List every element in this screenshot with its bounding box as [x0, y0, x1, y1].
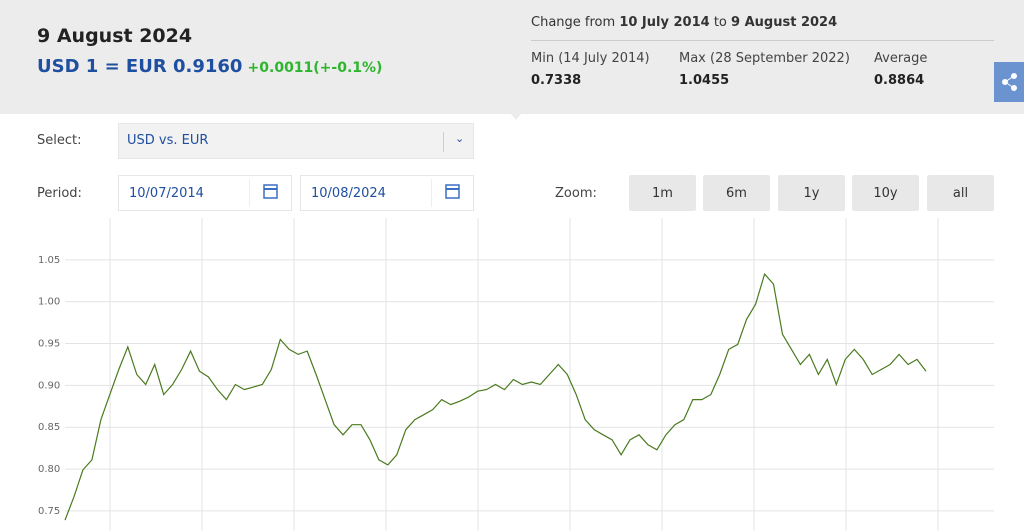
y-tick-label: 0.95 [38, 339, 60, 350]
zoom-button[interactable]: 10y [852, 175, 919, 211]
share-button[interactable] [994, 62, 1024, 102]
pointer [504, 106, 528, 120]
zoom-text: 10y [873, 185, 898, 201]
divider [531, 40, 994, 41]
stat-label: Min (14 July 2014) [531, 51, 650, 66]
zoom-text: all [952, 185, 969, 201]
chart: 0.75 0.80 0.85 0.90 0.95 1.00 1.05 [38, 218, 994, 531]
joiner: to [713, 15, 727, 30]
start-date-input[interactable]: 10/07/2014 [118, 175, 292, 211]
calendar-2[interactable] [431, 175, 475, 211]
end-date-input[interactable]: 10/08/2024 [300, 175, 474, 211]
select-label: Select: [37, 133, 82, 148]
zoom-button[interactable]: 1y [778, 175, 845, 211]
period-label: Period: [37, 186, 82, 201]
calendar-1[interactable] [249, 175, 293, 211]
zoom-label: Zoom: [555, 186, 597, 201]
currency-select[interactable]: USD vs. EUR ⌄ [118, 123, 474, 159]
price-line [64, 272, 927, 521]
share-icon [1002, 73, 1017, 91]
y-tick-label: 0.85 [38, 422, 60, 433]
stat-value: 0.8864 [874, 73, 925, 88]
stat-label: Max (28 September 2022) [679, 51, 850, 66]
range-text: Change from 10 July 2014 to 9 August 202… [531, 15, 837, 30]
rate-line: USD 1 = EUR 0.9160 +0.0011(+-0.1%) [37, 56, 382, 77]
zoom-button[interactable]: 6m [703, 175, 770, 211]
start: 10 July 2014 [619, 15, 710, 30]
separator [443, 132, 444, 152]
zoom-button[interactable]: 1m [629, 175, 696, 211]
date: 9 August 2024 [37, 25, 193, 47]
y-tick-label: 1.00 [38, 297, 60, 308]
stat-label: Average [874, 51, 928, 66]
chevron: ⌄ [455, 132, 465, 145]
zoom-text: 6m [726, 185, 747, 201]
prefix: Change from [531, 15, 616, 30]
start-date: 10/07/2014 [129, 186, 204, 201]
rate: USD 1 = EUR 0.9160 [37, 56, 243, 77]
y-tick-label: 1.05 [38, 255, 60, 266]
stat-value: 0.7338 [531, 73, 582, 88]
select-value: USD vs. EUR [127, 133, 209, 148]
zoom-button[interactable]: all [927, 175, 994, 211]
stat-value: 1.0455 [679, 73, 730, 88]
end-date: 10/08/2024 [311, 186, 386, 201]
y-tick-label: 0.90 [38, 380, 60, 391]
zoom-text: 1m [652, 185, 673, 201]
end: 9 August 2024 [731, 15, 838, 30]
y-tick-label: 0.75 [38, 506, 60, 517]
change: +0.0011(+-0.1%) [247, 60, 383, 76]
y-tick-label: 0.80 [38, 464, 60, 475]
zoom-text: 1y [803, 185, 820, 201]
header-panel [0, 0, 1024, 114]
